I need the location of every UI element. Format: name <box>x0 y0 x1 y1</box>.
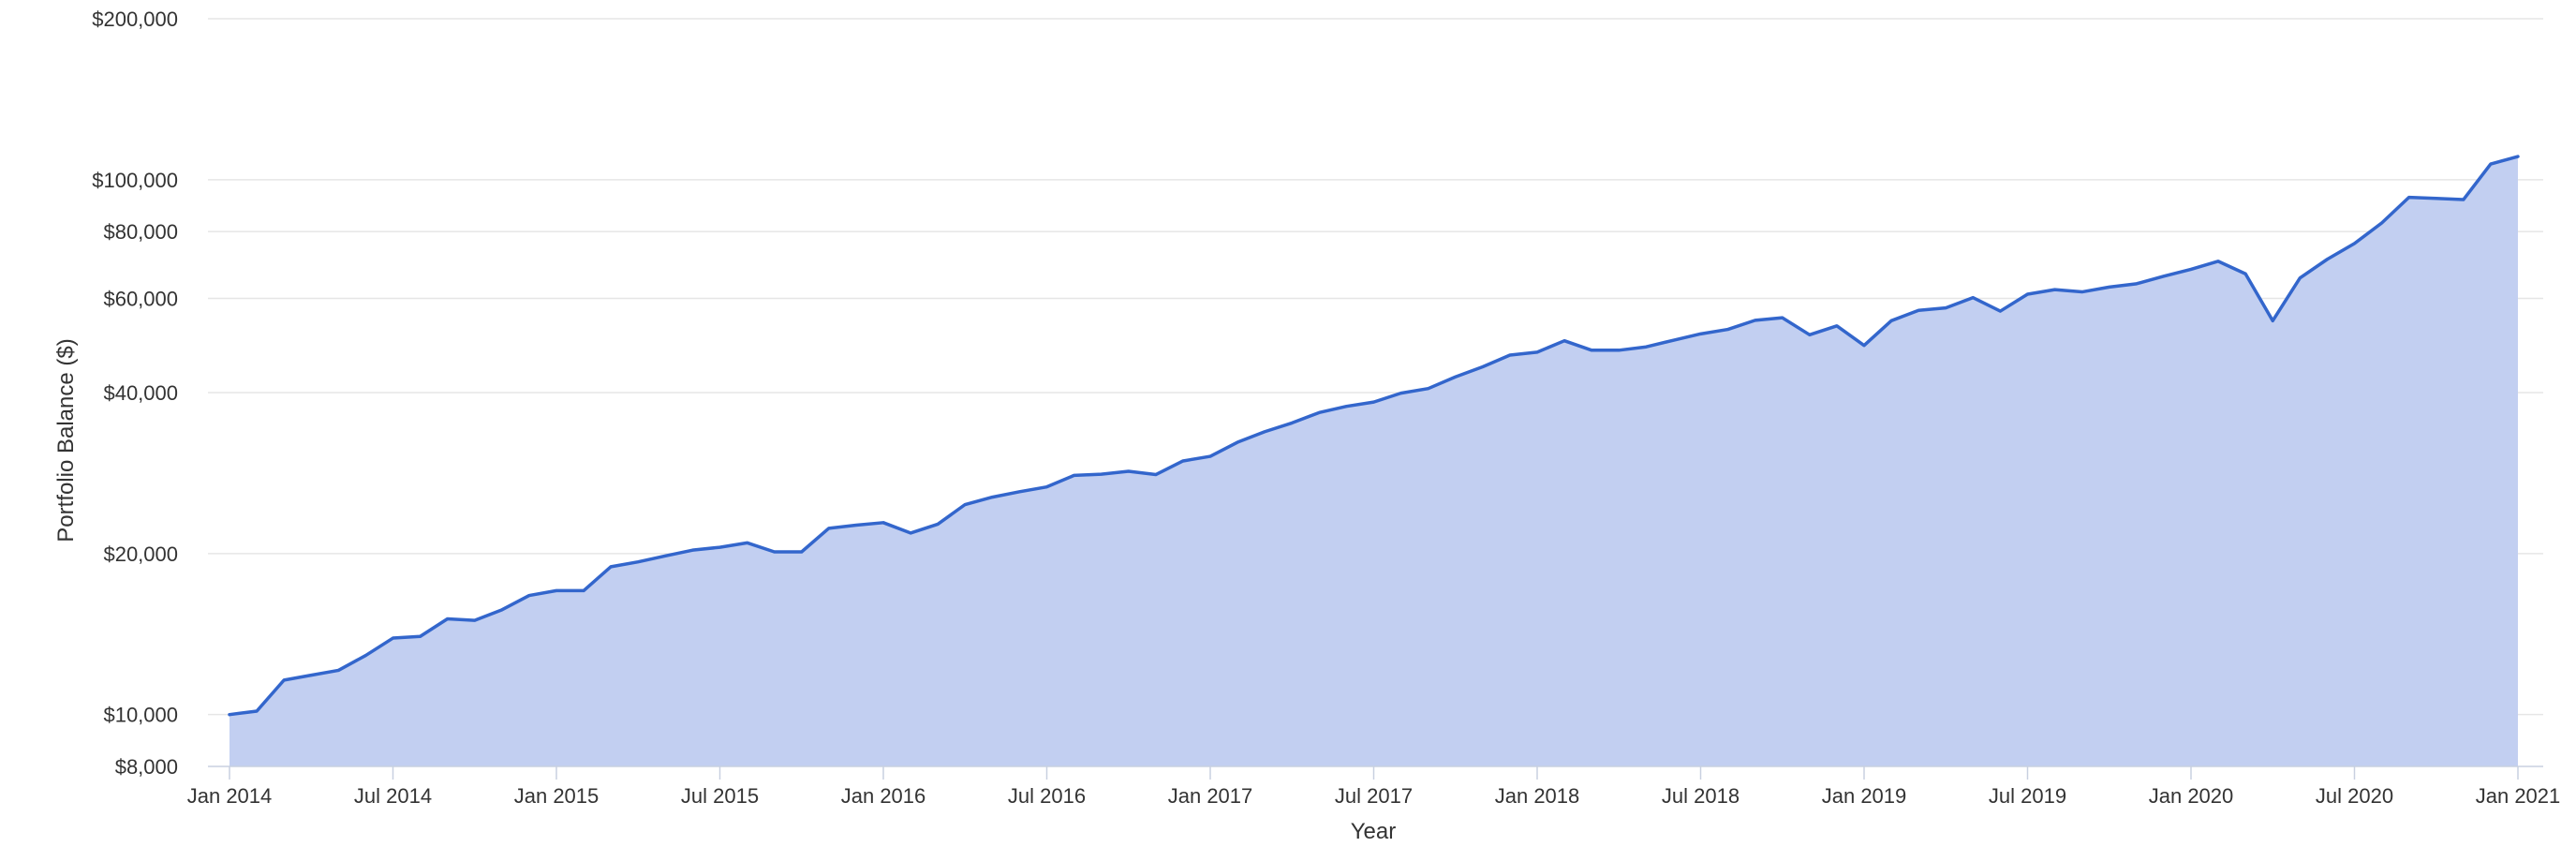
y-tick-label: $40,000 <box>103 381 178 405</box>
series-line <box>228 155 2520 717</box>
x-tick-label: Jul 2019 <box>1989 784 2066 808</box>
x-tick-label: Jul 2018 <box>1662 784 1740 808</box>
y-tick-label: $200,000 <box>92 7 178 31</box>
series-area <box>229 156 2518 767</box>
y-tick-label: $100,000 <box>92 169 178 192</box>
x-axis-label: Year <box>1351 819 1397 844</box>
x-tick-label: Jan 2017 <box>1168 784 1253 808</box>
y-tick-label: $8,000 <box>115 755 178 779</box>
x-tick-label: Jan 2015 <box>514 784 600 808</box>
y-tick-label: $80,000 <box>103 220 178 244</box>
x-tick-label: Jan 2016 <box>841 784 926 808</box>
x-tick-label: Jul 2017 <box>1335 784 1413 808</box>
x-tick-label: Jul 2016 <box>1008 784 1086 808</box>
x-axis-ticks: Jan 2014 Jul 2014 Jan 2015 Jul 2015 Jan 2016… <box>187 784 2561 808</box>
x-axis <box>208 765 2543 780</box>
x-tick-label: Jan 2021 <box>2476 784 2561 808</box>
y-axis-ticks: $8,000 $10,000 $20,000 $40,000 $60,000 $80,00… <box>92 7 178 779</box>
x-tick-label: Jan 2020 <box>2149 784 2234 808</box>
y-tick-label: $10,000 <box>103 704 178 727</box>
x-tick-label: Jul 2014 <box>354 784 432 808</box>
x-tick-label: Jul 2015 <box>681 784 759 808</box>
y-tick-label: $60,000 <box>103 287 178 310</box>
area-layer <box>228 155 2520 767</box>
y-axis-label: Portfolio Balance ($) <box>53 338 79 542</box>
y-tick-label: $20,000 <box>103 542 178 566</box>
x-tick-label: Jan 2019 <box>1822 784 1907 808</box>
x-tick-label: Jan 2018 <box>1495 784 1580 808</box>
x-tick-label: Jul 2020 <box>2316 784 2393 808</box>
gridlines <box>208 18 2543 716</box>
x-tick-label: Jan 2014 <box>187 784 273 808</box>
